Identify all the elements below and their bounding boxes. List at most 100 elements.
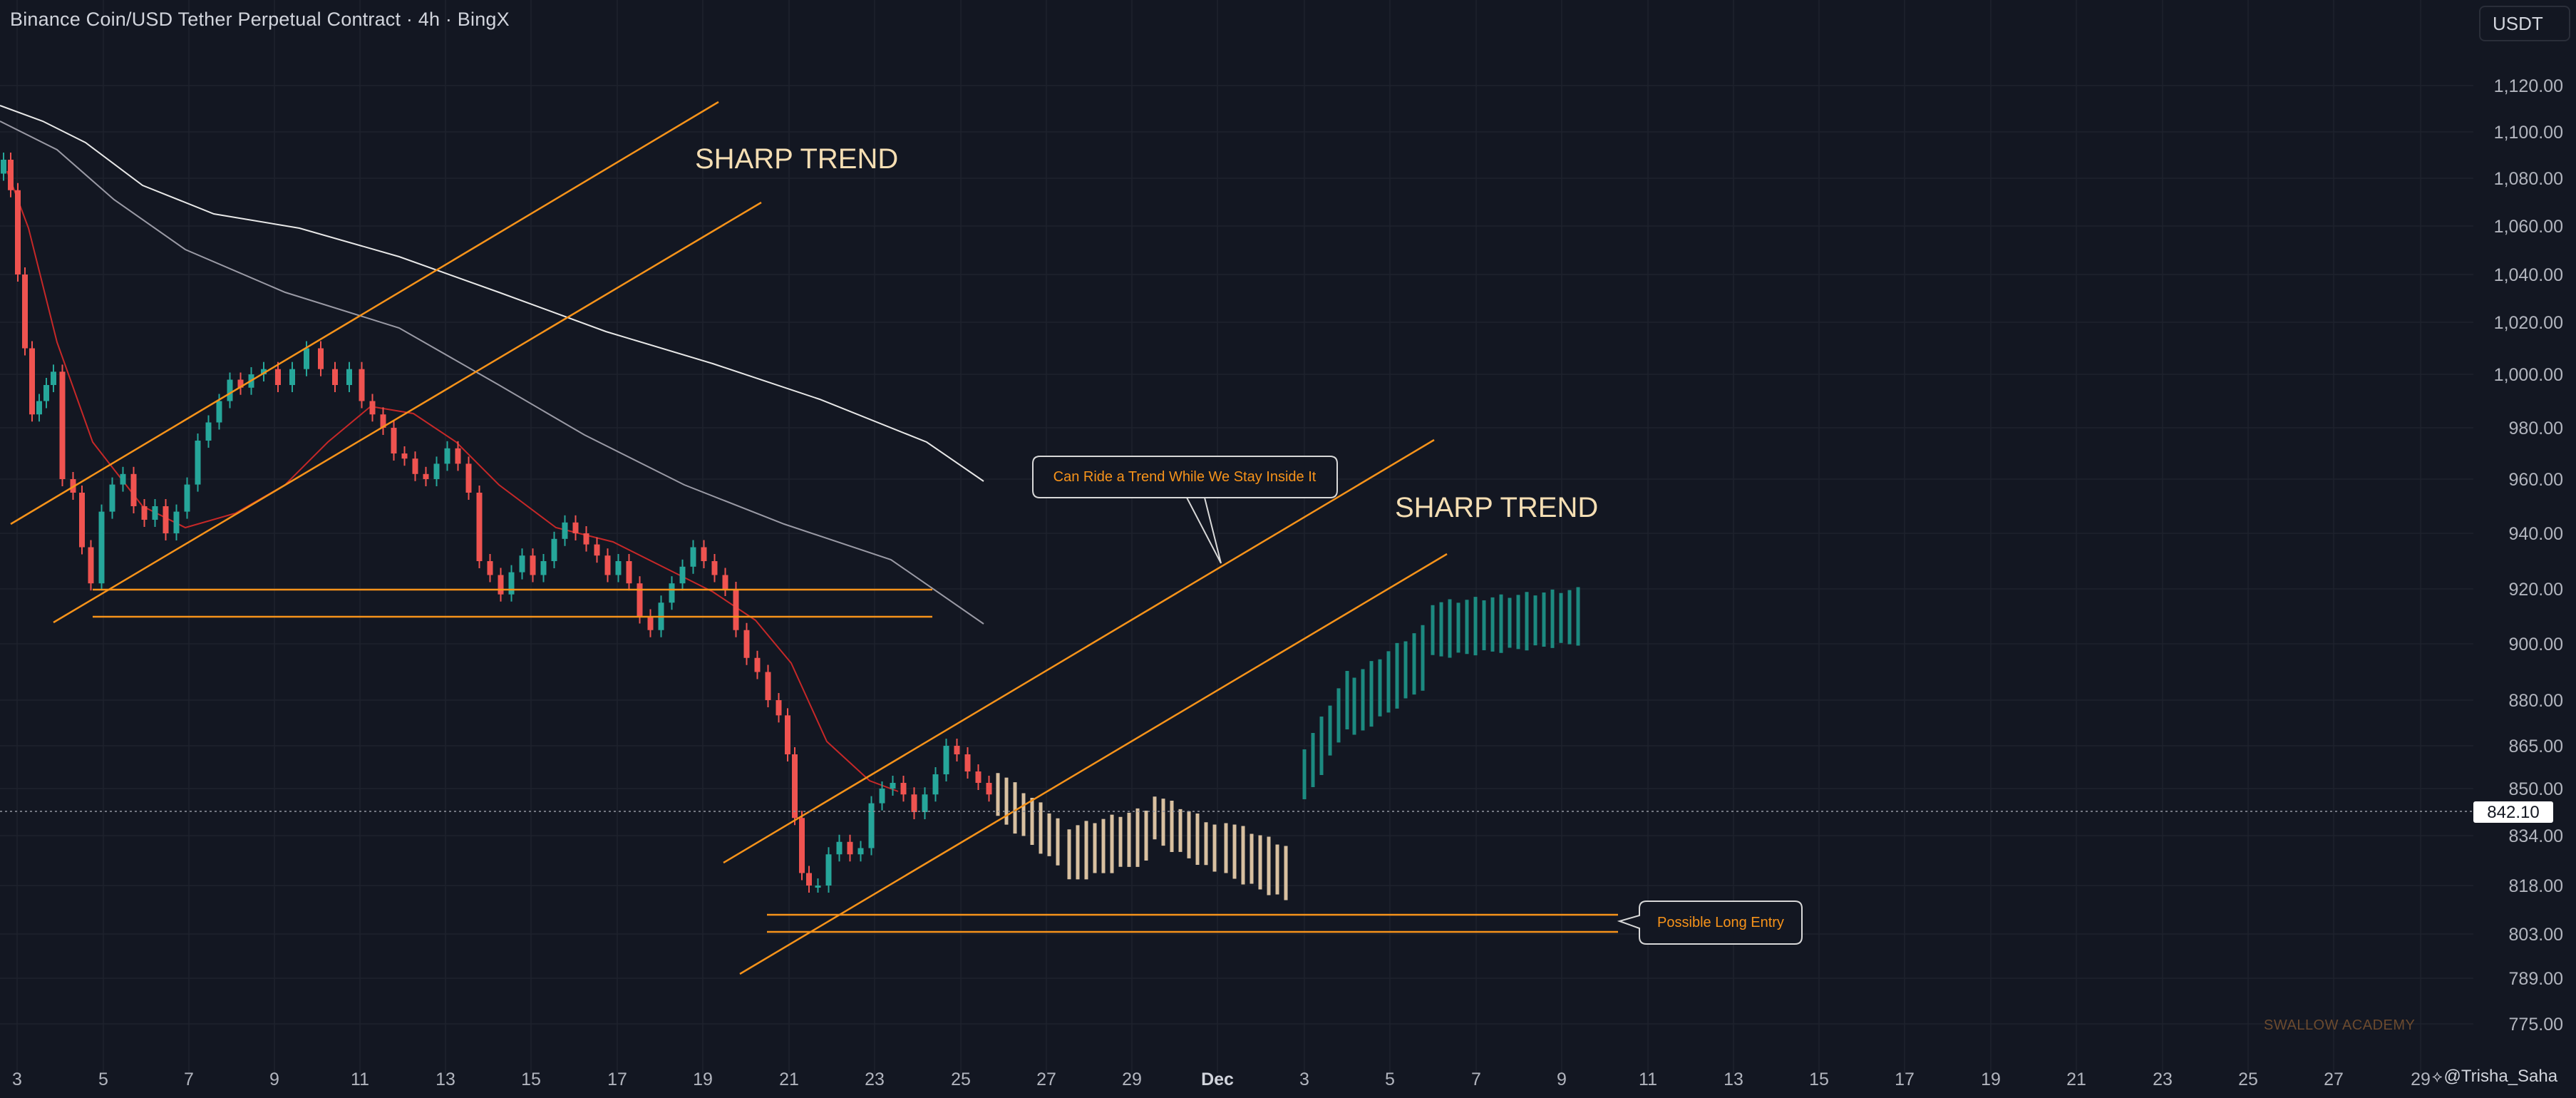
candle-body[interactable] (530, 555, 536, 575)
candle-body[interactable] (669, 583, 675, 603)
candle-body[interactable] (711, 561, 718, 575)
candle-body[interactable] (304, 348, 309, 369)
candle-body[interactable] (152, 506, 158, 520)
candle-body[interactable] (868, 803, 875, 848)
candle-body[interactable] (1, 160, 6, 174)
candle-body[interactable] (594, 544, 600, 556)
candle-body[interactable] (572, 522, 579, 533)
candle-body[interactable] (227, 379, 233, 401)
candle-body[interactable] (785, 715, 790, 754)
candle-body[interactable] (825, 854, 832, 886)
candle-body[interactable] (332, 369, 338, 385)
candle-body[interactable] (679, 566, 686, 584)
candle-body[interactable] (455, 448, 461, 464)
sharp-trend-label-upper[interactable]: SHARP TREND (695, 143, 898, 175)
candle-body[interactable] (43, 385, 49, 401)
candle-body[interactable] (562, 522, 568, 539)
candle-body[interactable] (237, 379, 244, 388)
candle-body[interactable] (508, 572, 515, 595)
candle-body[interactable] (380, 414, 386, 428)
currency-button[interactable]: USDT (2479, 6, 2570, 41)
candle-body[interactable] (986, 783, 992, 795)
candle-body[interactable] (359, 369, 365, 401)
candle-body[interactable] (423, 473, 429, 479)
candle-body[interactable] (36, 401, 42, 415)
trend-line[interactable] (10, 101, 719, 525)
candle-body[interactable] (412, 458, 418, 474)
candle-body[interactable] (130, 473, 137, 506)
candle-body[interactable] (647, 616, 654, 630)
candle-body[interactable] (890, 783, 896, 789)
candle-body[interactable] (626, 561, 632, 584)
trend-line[interactable] (723, 438, 1435, 864)
sharp-trend-label-lower[interactable]: SHARP TREND (1395, 492, 1598, 523)
candle-body[interactable] (318, 348, 324, 369)
candle-body[interactable] (637, 583, 643, 617)
candle-body[interactable] (879, 789, 885, 804)
candle-body[interactable] (900, 783, 907, 795)
candle-body[interactable] (954, 746, 960, 754)
candle-body[interactable] (932, 774, 939, 795)
candle-body[interactable] (59, 371, 66, 479)
chart-title[interactable]: Binance Coin/USD Tether Perpetual Contra… (10, 9, 510, 30)
candle-body[interactable] (975, 771, 982, 783)
candle-body[interactable] (754, 657, 761, 672)
candle-body[interactable] (346, 369, 352, 385)
candle-body[interactable] (604, 555, 611, 575)
candle-body[interactable] (109, 484, 115, 512)
trend-lines[interactable] (10, 101, 1618, 975)
candle-body[interactable] (743, 630, 750, 658)
candle-body[interactable] (120, 473, 126, 485)
candle-body[interactable] (15, 190, 21, 274)
candle-body[interactable] (141, 506, 148, 520)
candle-body[interactable] (261, 369, 267, 374)
candle-body[interactable] (289, 369, 295, 385)
candle-body[interactable] (847, 841, 853, 855)
candle-body[interactable] (8, 160, 14, 190)
candle-body[interactable] (184, 484, 190, 512)
candle-body[interactable] (401, 453, 408, 459)
long-entry-callout[interactable]: Possible Long Entry (1617, 901, 1803, 945)
candle-body[interactable] (79, 493, 85, 548)
candle-body[interactable] (799, 818, 805, 873)
candle-body[interactable] (173, 511, 180, 533)
candle-body[interactable] (433, 463, 440, 479)
candle-body[interactable] (943, 746, 949, 774)
candle-body[interactable] (792, 754, 798, 819)
candle-body[interactable] (911, 794, 917, 812)
candle-body[interactable] (391, 428, 397, 453)
candle-body[interactable] (964, 754, 971, 771)
candles[interactable] (1, 153, 992, 893)
candle-body[interactable] (369, 401, 376, 415)
candle-body[interactable] (22, 274, 28, 349)
candle-body[interactable] (98, 511, 105, 584)
trend-callout[interactable]: Can Ride a Trend While We Stay Inside It (1032, 456, 1338, 564)
candle-body[interactable] (195, 441, 201, 485)
candle-body[interactable] (836, 841, 843, 855)
candle-body[interactable] (487, 561, 493, 575)
candle-body[interactable] (551, 538, 557, 561)
price-axis[interactable]: 1,120.00 1,100.00 1,080.00 1,060.00 1,040.00… (2473, 0, 2576, 1073)
candle-body[interactable] (722, 575, 728, 590)
trend-line[interactable] (53, 201, 762, 624)
candle-body[interactable] (815, 886, 821, 888)
candle-body[interactable] (776, 700, 782, 716)
candle-body[interactable] (163, 506, 169, 533)
candle-body[interactable] (498, 575, 504, 595)
time-axis[interactable]: 3 5 7 9 11 13 15 17 19 21 23 25 27 29 Dec 3 5 7 9 11 13 15 17 1… (12, 1069, 2431, 1089)
candle-body[interactable] (216, 401, 222, 423)
candle-body[interactable] (615, 561, 622, 575)
trend-line[interactable] (739, 553, 1448, 975)
candle-body[interactable] (806, 873, 812, 886)
candle-body[interactable] (540, 561, 547, 575)
candle-body[interactable] (583, 533, 589, 545)
candle-body[interactable] (205, 422, 212, 441)
candle-body[interactable] (765, 672, 771, 701)
candle-body[interactable] (29, 348, 35, 415)
candle-body[interactable] (857, 848, 864, 855)
candle-body[interactable] (275, 369, 281, 385)
candle-body[interactable] (701, 547, 707, 562)
candle-body[interactable] (733, 589, 739, 630)
candle-body[interactable] (88, 547, 94, 584)
